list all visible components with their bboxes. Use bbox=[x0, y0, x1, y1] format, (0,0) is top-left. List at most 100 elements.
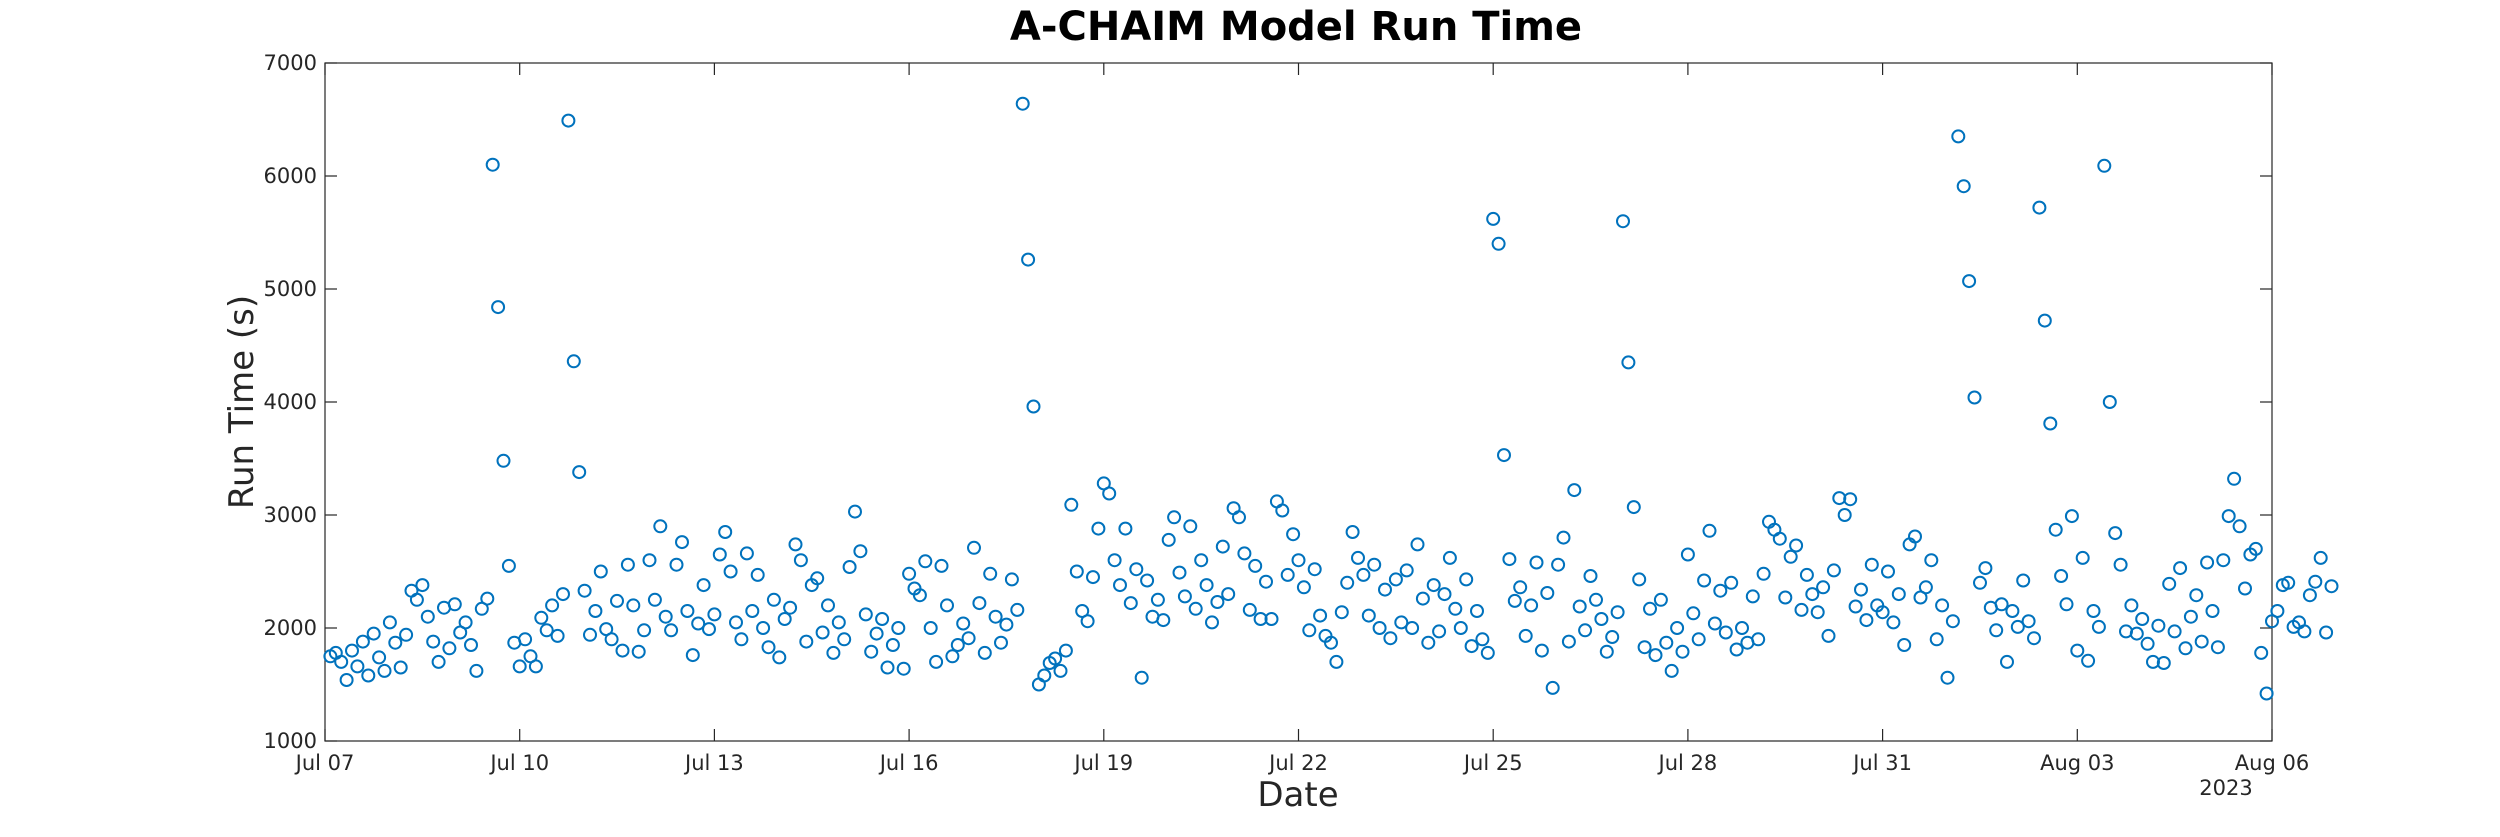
data-point bbox=[377, 663, 392, 678]
data-point bbox=[1751, 632, 1766, 647]
data-point bbox=[431, 654, 446, 669]
data-point bbox=[1388, 572, 1403, 587]
data-point bbox=[1361, 608, 1376, 623]
data-point bbox=[1102, 486, 1117, 501]
data-point bbox=[2167, 624, 2182, 639]
data-point bbox=[1578, 623, 1593, 638]
data-point bbox=[1929, 632, 1944, 647]
data-point bbox=[1091, 521, 1106, 536]
data-point bbox=[1540, 586, 1555, 600]
data-point bbox=[1442, 550, 1457, 565]
data-point bbox=[1967, 390, 1982, 405]
data-point bbox=[2124, 598, 2139, 613]
data-point bbox=[2108, 526, 2123, 541]
data-point bbox=[2162, 576, 2177, 591]
data-point bbox=[1843, 492, 1858, 507]
data-point bbox=[2070, 643, 2085, 658]
data-point bbox=[480, 591, 495, 606]
y-tick-label: 5000 bbox=[264, 277, 317, 301]
data-point bbox=[2032, 200, 2047, 215]
data-point bbox=[1583, 569, 1598, 583]
data-point bbox=[793, 553, 808, 568]
data-point bbox=[1940, 670, 1955, 685]
data-point bbox=[891, 621, 906, 635]
data-point bbox=[1264, 612, 1279, 626]
data-point bbox=[1962, 274, 1977, 289]
data-point bbox=[1653, 592, 1668, 607]
data-point bbox=[750, 567, 765, 582]
data-point bbox=[1280, 567, 1295, 582]
data-point bbox=[810, 571, 825, 586]
data-point bbox=[1150, 592, 1165, 607]
data-point bbox=[1859, 613, 1874, 628]
data-point bbox=[1686, 606, 1701, 621]
data-point bbox=[409, 592, 424, 607]
data-point bbox=[821, 598, 835, 613]
data-point bbox=[1529, 555, 1544, 570]
data-point bbox=[366, 626, 381, 641]
data-point bbox=[1286, 527, 1301, 542]
data-point bbox=[2232, 519, 2247, 534]
data-point bbox=[2254, 645, 2269, 660]
data-point bbox=[2216, 553, 2231, 568]
y-tick-label: 3000 bbox=[264, 503, 317, 527]
data-point bbox=[734, 632, 749, 647]
data-point bbox=[2113, 557, 2128, 572]
data-point bbox=[1816, 580, 1831, 595]
data-point bbox=[2308, 574, 2323, 589]
data-point bbox=[1302, 623, 1317, 638]
data-point bbox=[334, 654, 349, 669]
data-point bbox=[707, 607, 722, 622]
data-point bbox=[1367, 557, 1382, 572]
data-point bbox=[761, 640, 776, 655]
data-point bbox=[642, 553, 657, 568]
data-point bbox=[1702, 523, 1717, 538]
y-axis: 1000 2000 3000 4000 5000 6000 7000 bbox=[264, 51, 2272, 753]
data-point bbox=[1399, 563, 1414, 578]
data-point bbox=[2043, 416, 2058, 431]
data-point bbox=[858, 607, 873, 622]
data-point bbox=[1480, 645, 1495, 660]
data-point bbox=[1464, 639, 1479, 654]
data-point bbox=[1307, 562, 1322, 577]
data-point bbox=[2270, 604, 2285, 618]
data-point bbox=[961, 631, 976, 646]
data-point bbox=[967, 540, 981, 555]
data-point bbox=[880, 660, 895, 675]
data-point bbox=[2081, 653, 2096, 668]
data-point bbox=[620, 557, 635, 572]
data-point bbox=[1140, 573, 1155, 588]
data-point bbox=[1161, 532, 1176, 547]
data-point bbox=[848, 504, 862, 519]
data-point bbox=[680, 604, 695, 618]
data-point bbox=[464, 638, 478, 652]
data-point bbox=[1854, 582, 1868, 597]
data-point bbox=[1945, 614, 1960, 629]
data-point bbox=[1205, 615, 1219, 630]
data-point bbox=[1351, 550, 1365, 565]
data-point bbox=[485, 157, 500, 172]
data-point bbox=[2135, 612, 2150, 626]
data-point bbox=[583, 627, 597, 642]
data-point bbox=[864, 644, 879, 659]
data-point bbox=[1107, 553, 1122, 568]
data-point bbox=[1637, 640, 1652, 655]
data-point bbox=[799, 634, 814, 649]
data-point bbox=[469, 663, 484, 678]
x-tick-label: Jul 25 bbox=[1462, 751, 1523, 775]
data-point bbox=[1794, 602, 1809, 617]
data-point bbox=[1756, 566, 1771, 581]
data-point bbox=[940, 598, 954, 613]
data-point bbox=[1194, 553, 1209, 568]
data-point bbox=[2054, 569, 2069, 583]
data-point bbox=[658, 609, 673, 624]
data-point bbox=[615, 643, 630, 658]
data-point bbox=[2059, 597, 2074, 612]
data-point bbox=[2227, 471, 2242, 486]
data-point bbox=[1183, 519, 1198, 534]
data-point bbox=[447, 597, 462, 612]
data-point bbox=[1021, 252, 1036, 267]
x-tick-label: Jul 16 bbox=[878, 751, 939, 775]
data-point bbox=[1502, 552, 1517, 567]
